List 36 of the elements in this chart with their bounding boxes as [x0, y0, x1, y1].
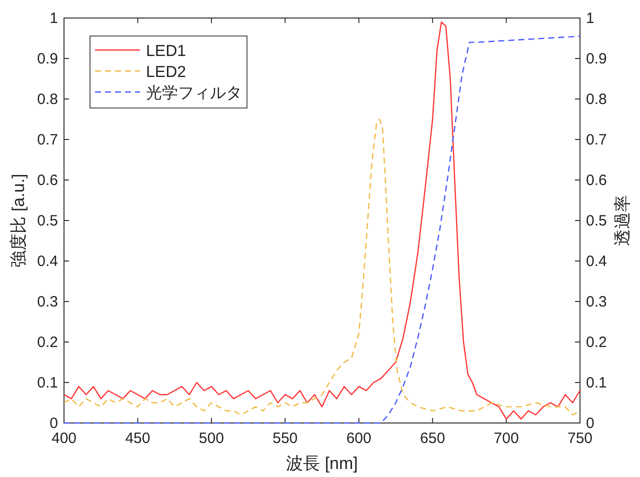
x-tick-label: 700	[494, 430, 519, 447]
x-tick-label: 400	[51, 430, 77, 447]
x-axis-title: 波長 [nm]	[286, 454, 358, 473]
x-tick-label: 450	[125, 430, 150, 447]
y-tick-label: 0.3	[37, 294, 58, 310]
y-tick-label: 1	[50, 10, 58, 27]
legend-label: 光学フィルタ	[146, 84, 242, 102]
y2-tick-label: 0	[586, 415, 594, 432]
y2-tick-label: 0.7	[586, 132, 607, 148]
y-tick-label: 0.7	[37, 132, 58, 148]
y2-tick-label: 0.5	[586, 212, 607, 230]
y-tick-label: 0.1	[37, 374, 58, 392]
y2-tick-label: 0.2	[586, 334, 607, 351]
y2-tick-label: 0.9	[586, 50, 607, 68]
x-tick-label: 600	[346, 430, 372, 447]
y2-tick-label: 0.1	[586, 374, 607, 392]
y2-tick-label: 0.8	[586, 91, 607, 108]
x-tick-label: 500	[198, 430, 224, 447]
x-tick-label: 650	[420, 430, 446, 447]
y-tick-label: 0.9	[37, 50, 58, 68]
y-tick-label: 0.4	[37, 253, 58, 270]
y-tick-label: 0.2	[37, 334, 58, 351]
y2-axis-title: 透過率	[613, 195, 632, 246]
x-tick-label: 550	[272, 430, 298, 447]
y-tick-label: 0.5	[37, 212, 58, 230]
y2-tick-label: 0.4	[586, 253, 607, 270]
legend-label: LED1	[146, 43, 186, 60]
y2-tick-label: 0.6	[586, 172, 607, 189]
y-axis-title: 強度比 [a.u.]	[9, 174, 28, 268]
y-tick-label: 0.8	[37, 91, 58, 108]
y-tick-label: 0.6	[37, 172, 58, 189]
y2-tick-label: 1	[586, 10, 594, 27]
x-tick-label: 750	[567, 430, 593, 447]
y2-tick-label: 0.3	[586, 294, 607, 310]
y-tick-label: 0	[50, 415, 58, 432]
legend-label: LED2	[146, 64, 186, 81]
